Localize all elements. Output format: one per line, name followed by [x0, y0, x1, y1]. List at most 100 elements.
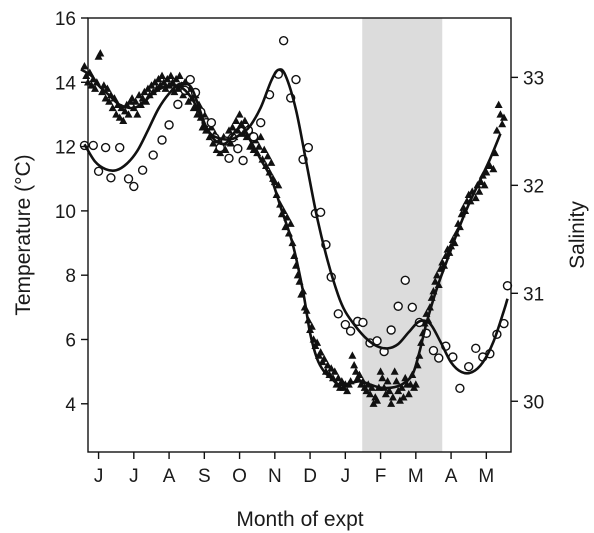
x-tick-label: J [341, 466, 351, 487]
salinity-point [278, 35, 289, 46]
temperature-point [166, 71, 175, 80]
salinity-point [434, 353, 444, 363]
temperature-point [228, 123, 237, 131]
salinity-point [185, 74, 195, 85]
temperature-point [392, 377, 401, 385]
temperature-point [362, 386, 371, 395]
temperature-point [286, 219, 295, 227]
temperature-point [366, 389, 374, 398]
temperature-point [232, 116, 241, 125]
temperature-point [98, 87, 107, 96]
temperature-point [267, 158, 276, 166]
temperature-point [350, 361, 359, 369]
temperature-point [256, 132, 265, 141]
temperature-point [480, 180, 489, 189]
temperature-point [327, 364, 336, 372]
temperature-point [494, 100, 503, 108]
salinity-point [428, 345, 439, 356]
salinity-point [137, 165, 148, 175]
temperature-point [471, 193, 480, 202]
temperature-point [133, 110, 142, 118]
left-y-tick-label: 16 [55, 9, 76, 30]
temperature-point [316, 348, 325, 356]
salinity-point [157, 135, 167, 145]
temperature-point [117, 103, 126, 112]
temperature-point [411, 380, 420, 388]
salinity-point [224, 153, 234, 164]
temperature-point [351, 367, 360, 375]
temperature-point [397, 383, 406, 391]
salinity-point [340, 319, 351, 330]
x-tick-label: F [375, 466, 387, 487]
temperature-point [112, 110, 121, 118]
x-tick-label: D [303, 466, 317, 487]
salinity-point [93, 166, 104, 177]
temperature-point [80, 62, 89, 70]
temperature-point [226, 139, 235, 147]
temperature-point [221, 145, 230, 153]
salinity-point [206, 118, 217, 128]
temperature-point [101, 94, 110, 102]
temperature-point [376, 367, 385, 375]
temperature-point [91, 84, 100, 92]
temperature-point [355, 370, 364, 378]
salinity-point [303, 142, 314, 153]
x-tick-label: A [163, 466, 176, 487]
salinity-point [407, 302, 417, 313]
temperature-point [499, 113, 508, 121]
temperature-point [115, 113, 124, 121]
temperature-point [254, 142, 263, 150]
temperature-point [343, 386, 352, 395]
left-y-tick-label: 6 [65, 330, 76, 351]
temperature-point [489, 164, 498, 173]
temperature-point [121, 107, 130, 115]
x-axis-title: Month of expt [236, 508, 363, 531]
salinity-point [502, 281, 513, 291]
x-tick-label: N [268, 466, 282, 487]
temperature-point [131, 97, 140, 105]
salinity-point [100, 142, 111, 153]
x-tick-label: J [129, 466, 139, 487]
right-y-tick-label: 32 [523, 176, 544, 197]
temperature-point [209, 139, 218, 147]
salinity-point [256, 118, 266, 128]
temperature-point [198, 123, 207, 131]
temperature-point [367, 383, 376, 391]
x-tick-label: A [445, 466, 458, 487]
salinity-point [148, 150, 158, 160]
temperature-point [274, 180, 283, 189]
salinity-point [88, 140, 98, 151]
salinity-point [164, 120, 174, 130]
temperature-point [390, 367, 399, 375]
right-y-axis-title: Salinity [566, 201, 589, 269]
temperature-point [320, 354, 329, 362]
temperature-point [387, 399, 396, 407]
temperature-point [216, 148, 225, 157]
temperature-point [246, 142, 255, 150]
temperature-point [431, 277, 440, 285]
temperature-point [87, 81, 96, 89]
x-tick-label: M [408, 466, 424, 487]
left-y-tick-label: 12 [55, 138, 76, 159]
temperature-point [378, 373, 387, 382]
x-tick-label: J [94, 466, 104, 487]
temperature-point [496, 110, 505, 118]
temperature-point [119, 116, 128, 125]
temperature-point [388, 393, 397, 401]
salinity-point [291, 74, 301, 85]
salinity-point [345, 326, 356, 336]
temperature-point [337, 377, 346, 385]
salinity-point [106, 173, 116, 183]
salinity-point [123, 174, 134, 184]
temperature-point [373, 396, 382, 404]
temperature-point [330, 367, 339, 375]
salinity-point [386, 325, 396, 335]
left-y-tick-label: 14 [55, 73, 77, 94]
temperature-point [189, 103, 198, 112]
plot-frame [87, 17, 512, 453]
temperature-point [158, 71, 167, 80]
left-y-axis-title: Temperature (°C) [12, 154, 35, 315]
temperature-point [406, 380, 415, 388]
